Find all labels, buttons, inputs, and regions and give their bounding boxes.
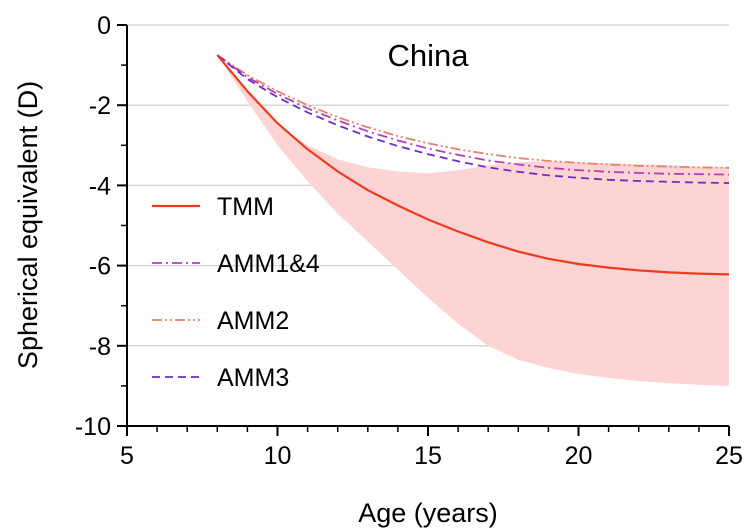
x-tick-label-0: 5 (120, 442, 134, 470)
legend-label-tmm: TMM (217, 193, 274, 221)
series-lines (216, 54, 730, 276)
y-axis-title: Spherical equivalent (D) (13, 81, 43, 369)
series-line-tmm (216, 54, 730, 276)
legend: TMM AMM1&4 AMM2 AMM3 (152, 193, 320, 392)
x-tick-label-2: 15 (414, 442, 442, 470)
x-tick-label-3: 20 (565, 442, 593, 470)
series-line-amm1-4 (216, 54, 730, 176)
confidence-band-area (217, 55, 730, 386)
x-tick-label-4: 25 (715, 442, 743, 470)
series-line-amm2 (216, 54, 730, 169)
legend-label-amm2: AMM2 (217, 307, 289, 335)
y-tick-label-1: -2 (89, 92, 111, 120)
legend-label-amm3: AMM3 (217, 364, 289, 392)
y-tick-label-2: -4 (89, 172, 111, 200)
x-axis-title: Age (years) (358, 498, 498, 528)
x-tick-label-1: 10 (264, 442, 292, 470)
y-tick-label-4: -8 (89, 333, 111, 361)
legend-label-amm1-4: AMM1&4 (217, 250, 320, 278)
y-tick-label-5: -10 (75, 413, 111, 441)
y-tick-label-0: 0 (97, 12, 111, 40)
tick-marks: 0 -2 -4 -6 -8 -10 5 10 15 20 25 (75, 12, 743, 470)
y-tick-label-3: -6 (89, 253, 111, 281)
chart-annotation: China (388, 38, 470, 73)
confidence-band (217, 55, 730, 386)
